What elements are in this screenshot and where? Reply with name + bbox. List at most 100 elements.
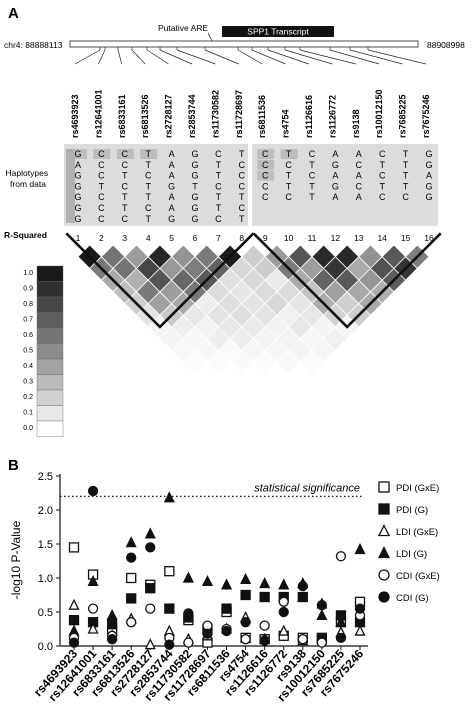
snp-connector-diag-9 bbox=[237, 49, 263, 65]
snp-connector-diag-14 bbox=[329, 49, 380, 65]
legend-swatch-1 bbox=[36, 281, 64, 298]
snp-connector-diag-10 bbox=[251, 49, 286, 65]
hap-b1-r1-c5: G bbox=[191, 160, 198, 170]
hap-b1-r3-c1: T bbox=[99, 181, 105, 191]
hap-b1-r0-c5: G bbox=[191, 149, 198, 159]
legend-swatch-4 bbox=[36, 327, 64, 344]
hap-b1-r0-c1: C bbox=[98, 149, 105, 159]
block-number-13: 13 bbox=[354, 233, 364, 243]
hap-b1-r2-c7: C bbox=[239, 171, 246, 181]
r-squared-label: R-Squared bbox=[4, 230, 47, 240]
hap-b1-r4-c3: T bbox=[145, 192, 151, 202]
block-number-4: 4 bbox=[146, 233, 151, 243]
hap-b1-r5-c5: G bbox=[191, 203, 198, 213]
legend-tick-4: 0.6 bbox=[23, 332, 33, 339]
snp-connector-diag-7 bbox=[176, 49, 216, 65]
point-square-open-6 bbox=[164, 566, 175, 577]
hap-b1-r1-c2: C bbox=[122, 160, 129, 170]
hap-b1-r0-c7: T bbox=[239, 149, 245, 159]
snp-connector-diag-6 bbox=[159, 49, 193, 65]
hap-b2-r3-c3: G bbox=[332, 181, 339, 191]
point-circle-open-4 bbox=[126, 617, 137, 628]
point-triangle-open-16 bbox=[354, 624, 366, 636]
snp-connector-diag-8 bbox=[204, 49, 239, 65]
hap-b2-r0-c1: T bbox=[286, 149, 292, 159]
hap-b1-r5-c4: A bbox=[169, 203, 175, 213]
snp-label-3: rs6833161 bbox=[117, 94, 127, 138]
legend-swatch-7 bbox=[36, 374, 64, 391]
hap-b1-r4-c0: G bbox=[74, 192, 81, 202]
y-tick-label-2: 1.0 bbox=[38, 573, 53, 585]
hap-b1-r5-c3: C bbox=[145, 203, 152, 213]
point-circle-open-7 bbox=[183, 637, 194, 648]
hap-b1-r4-c7: T bbox=[239, 192, 245, 202]
hap-b1-r1-c1: C bbox=[98, 160, 105, 170]
hap-b1-r5-c2: T bbox=[122, 203, 128, 213]
hap-b2-r0-c6: T bbox=[403, 149, 409, 159]
point-circle-open-5 bbox=[145, 603, 156, 614]
hap-b2-r4-c1: C bbox=[285, 192, 292, 202]
point-square-filled-10 bbox=[240, 589, 251, 601]
block-number-6: 6 bbox=[193, 233, 198, 243]
hap-b2-r3-c5: T bbox=[379, 181, 385, 191]
hap-b1-r5-c6: T bbox=[216, 203, 222, 213]
legend-label-6: CDI (G) bbox=[396, 593, 429, 604]
hap-b1-r1-c0: A bbox=[75, 160, 81, 170]
legend-marker-1 bbox=[378, 481, 390, 493]
hap-highlight-col-b1 bbox=[66, 149, 75, 223]
block-number-11: 11 bbox=[308, 233, 317, 243]
hap-b2-r1-c0: C bbox=[262, 160, 269, 170]
point-circle-open-2 bbox=[87, 603, 99, 614]
point-square-filled-6 bbox=[164, 603, 175, 614]
hap-b2-r0-c7: G bbox=[425, 149, 432, 159]
hap-b1-r0-c4: A bbox=[169, 149, 175, 159]
point-circle-filled-8 bbox=[202, 628, 213, 639]
hap-b1-r3-c0: G bbox=[74, 181, 81, 191]
snp-connector-diag-15 bbox=[349, 49, 403, 65]
point-triangle-open-1 bbox=[68, 598, 80, 610]
y-tick-label-5: 2.5 bbox=[38, 471, 53, 483]
snp-label-8: rs11728697 bbox=[234, 90, 244, 138]
legend-swatch-3 bbox=[36, 312, 64, 329]
hap-b1-r6-c1: C bbox=[98, 214, 105, 224]
hap-b2-r4-c6: C bbox=[402, 192, 409, 202]
block-number-1: 1 bbox=[76, 233, 81, 243]
point-circle-filled-6 bbox=[164, 639, 175, 650]
hap-highlight-b2-1 bbox=[280, 149, 298, 159]
hap-highlight-b1-2 bbox=[116, 149, 134, 159]
point-triangle-open-12 bbox=[278, 624, 290, 636]
hap-highlight-b2-2 bbox=[257, 159, 275, 170]
legend-swatch-0 bbox=[36, 265, 64, 282]
legend-tick-3: 0.7 bbox=[23, 317, 33, 324]
legend-label-2: PDI (G) bbox=[396, 505, 428, 516]
block-number-15: 15 bbox=[401, 233, 411, 243]
hap-b1-r1-c7: C bbox=[239, 160, 246, 170]
transcript-box bbox=[222, 26, 334, 37]
hap-b2-r0-c5: C bbox=[379, 149, 386, 159]
chromosome-bar bbox=[69, 40, 419, 48]
plot-legend: PDI (GxE) PDI (G) LDI (GxE) LDI (G) CDI (GxE… bbox=[377, 481, 440, 604]
point-circle-filled-2 bbox=[87, 485, 99, 497]
hap-b1-r6-c2: C bbox=[122, 214, 129, 224]
point-square-open-1 bbox=[68, 542, 80, 553]
putative-are-label: Putative ARE bbox=[158, 23, 208, 33]
hap-b2-r1-c2: T bbox=[309, 160, 315, 170]
legend-swatch-5 bbox=[36, 343, 64, 360]
hap-b2-r1-c1: C bbox=[285, 160, 292, 170]
y-tick-label-4: 2.0 bbox=[38, 505, 53, 517]
hap-b1-r2-c2: T bbox=[122, 171, 128, 181]
hap-b1-r6-c4: G bbox=[168, 214, 175, 224]
point-triangle-filled-9 bbox=[220, 578, 233, 590]
hap-b2-r4-c5: C bbox=[379, 192, 386, 202]
point-circle-filled-12 bbox=[278, 606, 289, 618]
point-square-filled-11 bbox=[259, 591, 270, 603]
haplotype-letters: G C C T A G C TA C C T A G T CG C T C A G T CG T C T G T C CG C T T A G T T… bbox=[74, 149, 432, 224]
y-tick-label-0: 0.0 bbox=[38, 641, 53, 653]
point-triangle-filled-5 bbox=[144, 527, 156, 539]
hap-b1-r4-c1: C bbox=[98, 192, 105, 202]
hap-b1-r5-c1: C bbox=[98, 203, 105, 213]
hap-b1-r3-c6: C bbox=[215, 181, 222, 191]
snp-label-13: rs9138 bbox=[351, 109, 361, 138]
legend-swatch-10 bbox=[36, 420, 64, 437]
